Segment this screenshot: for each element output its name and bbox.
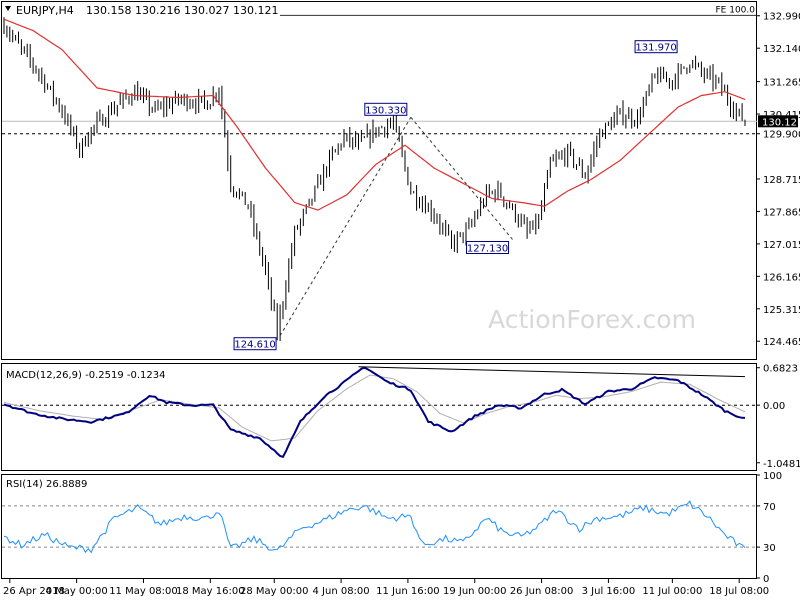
macd-axis-label: -1.0481 [763,459,800,470]
price-annotation-box [233,337,277,351]
fibo-trend-line [410,116,513,240]
rsi-title: RSI(14) 26.8889 [6,479,87,490]
time-axis-label: 18 May 16:00 [176,586,245,597]
time-axis-label: 18 Jul 08:00 [709,586,769,597]
price-annotation-label: 127.130 [467,243,508,254]
rsi-axis-label: 0 [763,574,769,585]
price-axis-label: 132.990 [763,12,800,23]
price-axis-label: 126.165 [763,272,800,283]
price-annotation-box [364,102,408,116]
time-axis-label: 28 May 00:00 [240,586,309,597]
time-axis-label: 4 Jun 08:00 [312,586,369,597]
collapse-arrow-icon[interactable] [5,6,11,11]
fe-level-label: FE 100.0 [716,5,756,15]
price-axis-label: 124.465 [763,337,800,348]
moving-average-line [3,18,746,211]
price-axis-label: 129.900 [763,130,800,141]
macd-layer: MACD(12,26,9) -0.2519 -0.1234 [2,366,757,458]
macd-main-line [3,366,746,458]
time-axis-label: 4 May 00:00 [46,586,108,597]
rsi-line [3,500,746,554]
price-panel-frame [1,1,757,360]
time-axis-label: 26 Jun 08:00 [510,586,574,597]
price-axis-label: 128.715 [763,175,800,186]
current-price-marker [758,115,798,128]
time-axis-label: 11 Jul 00:00 [642,586,702,597]
price-axis-label: 127.015 [763,240,800,251]
symbol-label: EURJPY,H4 [16,4,74,17]
time-axis-label: 26 Apr 2018 [3,586,65,597]
price-layer: FE 100.0 124.610 130.330 127.130 131.970 [2,5,757,351]
price-annotation-box [634,40,678,54]
macd-trend-line [358,366,746,378]
ohlc-label: 130.158 130.216 130.027 130.121 [86,4,278,17]
price-axis-label: 131.265 [763,78,800,89]
price-axis-label: 125.315 [763,305,800,316]
price-annotation-label: 124.610 [234,340,275,351]
watermark: ActionForex.com [488,305,696,334]
current-price-label: 130.121 [762,117,800,128]
price-annotation-label: 130.330 [365,105,406,116]
rsi-axis-label: 70 [763,502,776,513]
fibo-trend-line [279,117,412,336]
price-annotation-label: 131.970 [635,43,676,54]
axis-layer: 132.990132.140131.265130.415129.900128.7… [3,12,800,597]
time-axis-label: 3 Jul 16:00 [582,586,636,597]
macd-axis-label: 0.6823 [763,364,798,375]
rsi-panel-frame [1,474,757,579]
price-axis-label: 132.140 [763,44,800,55]
rsi-axis-label: 30 [763,543,776,554]
macd-panel-frame [1,363,757,471]
macd-axis-label: 0.00 [763,401,785,412]
time-axis-label: 11 Jun 16:00 [376,586,440,597]
macd-title: MACD(12,26,9) -0.2519 -0.1234 [6,370,166,381]
price-axis-label: 127.865 [763,207,800,218]
time-axis-label: 11 May 08:00 [109,586,178,597]
time-axis-label: 19 Jun 00:00 [443,586,507,597]
rsi-layer: RSI(14) 26.8889 [2,479,757,554]
rsi-axis-label: 100 [763,471,782,482]
price-annotation-box [466,240,510,254]
